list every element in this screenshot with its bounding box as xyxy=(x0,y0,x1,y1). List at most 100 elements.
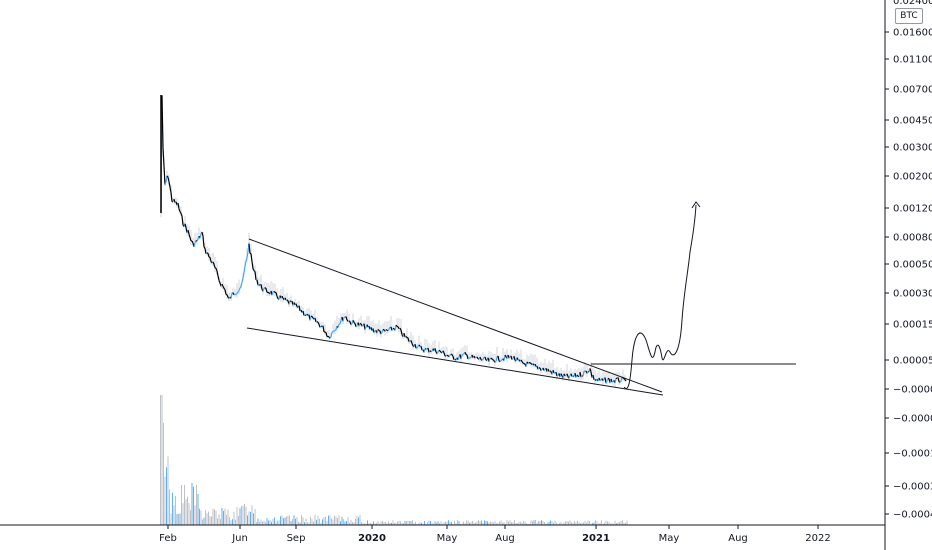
price-segment xyxy=(256,279,259,286)
y-tick-label: 0.01600 xyxy=(893,28,932,39)
price-segment xyxy=(216,270,219,276)
price-segment xyxy=(181,215,184,225)
volume-bar xyxy=(370,523,371,525)
volume-bar xyxy=(538,521,539,525)
volume-bar xyxy=(206,513,208,525)
volume-bar xyxy=(418,523,419,525)
price-segment xyxy=(418,344,421,347)
price-segment xyxy=(420,345,423,351)
volume-bar xyxy=(548,521,550,525)
x-tick-label: Aug xyxy=(728,533,748,544)
arrow-head-icon xyxy=(691,201,701,209)
price-segment xyxy=(244,261,247,267)
volume-bar xyxy=(236,507,238,525)
price-segment xyxy=(580,375,583,378)
price-segment xyxy=(289,300,292,302)
volume-bar xyxy=(589,520,590,525)
volume-bar xyxy=(494,520,496,525)
volume-bar xyxy=(280,516,281,525)
price-segment xyxy=(490,357,493,360)
volume-bar xyxy=(197,494,199,525)
volume-bar xyxy=(223,511,224,525)
volume-bar xyxy=(374,523,376,525)
volume-bar xyxy=(391,522,392,525)
volume-bar xyxy=(329,515,331,525)
volume-bar xyxy=(356,515,358,525)
price-segment xyxy=(317,321,320,325)
volume-bar xyxy=(173,505,175,525)
volume-bar xyxy=(164,476,166,525)
price-segment xyxy=(467,357,470,360)
volume-bar xyxy=(238,515,239,525)
price-segment xyxy=(466,354,469,360)
volume-bar xyxy=(202,519,203,525)
price-segment xyxy=(429,350,432,353)
volume-bar xyxy=(386,523,388,525)
price-segment xyxy=(437,350,440,353)
price-segment xyxy=(201,231,204,237)
price-segment xyxy=(508,356,511,359)
price-segment xyxy=(606,378,609,382)
volume-bar xyxy=(212,508,214,525)
volume-bar xyxy=(535,520,536,525)
price-segment xyxy=(405,336,408,339)
volume-bar xyxy=(455,523,457,525)
price-segment xyxy=(617,377,620,382)
projected-price-path[interactable] xyxy=(623,204,697,389)
price-segment xyxy=(221,283,224,287)
volume-bar xyxy=(209,516,211,525)
price-segment xyxy=(442,350,445,354)
price-segment xyxy=(548,370,551,373)
volume-bar xyxy=(484,520,485,525)
price-segment xyxy=(499,360,502,363)
volume-bar xyxy=(404,521,406,525)
price-segment xyxy=(350,323,353,326)
volume-bar xyxy=(436,522,437,525)
volume-bar xyxy=(599,523,601,525)
volume-bar xyxy=(269,519,271,525)
volume-bar xyxy=(310,516,311,525)
volume-bar xyxy=(469,522,470,525)
volume-bar xyxy=(566,521,568,525)
volume-bar xyxy=(443,522,445,525)
wedge-upper-trendline[interactable] xyxy=(248,238,663,393)
volume-bar xyxy=(584,520,586,525)
volume-bar xyxy=(289,515,290,525)
currency-badge[interactable]: BTC xyxy=(895,8,923,24)
price-segment xyxy=(410,340,413,344)
volume-bar xyxy=(349,522,350,525)
volume-bar xyxy=(508,521,509,525)
price-segment xyxy=(498,360,501,363)
volume-bar xyxy=(325,516,326,525)
price-segment xyxy=(257,284,260,286)
volume-bar xyxy=(502,522,503,525)
price-segment xyxy=(337,323,340,328)
price-segment xyxy=(488,358,491,362)
volume-bar xyxy=(308,522,310,525)
price-segment xyxy=(189,237,192,242)
volume-bar xyxy=(482,522,484,525)
volume-bar xyxy=(347,517,349,525)
volume-bar xyxy=(503,522,505,525)
volume-bar xyxy=(175,495,176,525)
price-segment xyxy=(212,261,215,265)
volume-bar xyxy=(526,523,527,525)
volume-bar xyxy=(244,503,245,525)
volume-bar xyxy=(352,522,353,525)
volume-bar xyxy=(592,523,593,525)
wedge-lower-trendline[interactable] xyxy=(246,327,664,396)
volume-bar xyxy=(560,521,562,525)
price-segment xyxy=(298,305,301,312)
price-segment xyxy=(223,288,226,291)
volume-bar xyxy=(299,522,301,525)
volume-bar xyxy=(179,513,181,525)
price-segment xyxy=(582,371,585,377)
volume-bar xyxy=(539,521,541,525)
volume-bar xyxy=(608,522,610,525)
volume-bar xyxy=(431,522,433,525)
volume-bar xyxy=(313,521,314,525)
y-tick-label: 0.00050 xyxy=(893,260,932,271)
price-segment xyxy=(342,317,345,322)
volume-bar xyxy=(296,517,298,525)
volume-bar xyxy=(287,515,289,525)
